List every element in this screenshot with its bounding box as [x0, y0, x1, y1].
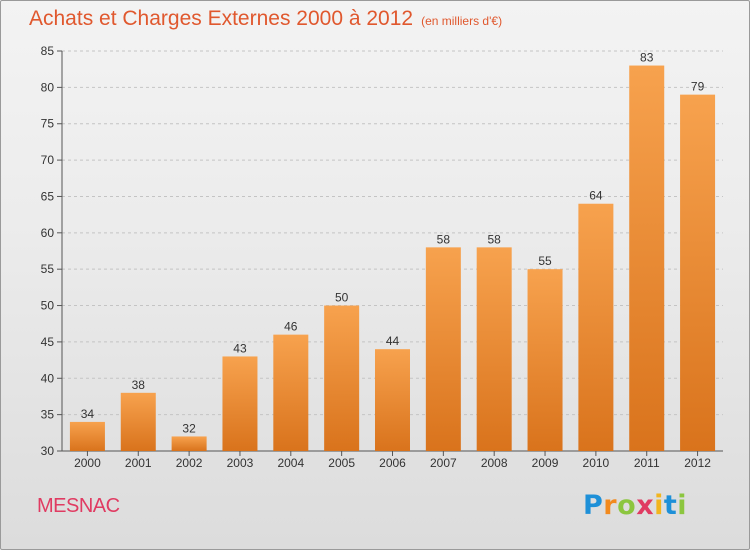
data-label: 58 — [437, 232, 451, 246]
x-tick-label: 2001 — [125, 456, 152, 470]
data-label: 38 — [132, 378, 146, 392]
bar — [273, 334, 309, 451]
x-tick-label: 2009 — [532, 456, 559, 470]
data-label: 50 — [335, 291, 349, 305]
bar — [120, 392, 156, 451]
bar — [69, 421, 105, 451]
y-tick-label: 85 — [41, 44, 55, 58]
x-tick-label: 2000 — [74, 456, 101, 470]
logo-letter: P — [583, 490, 604, 521]
chart-title-text: Achats et Charges Externes 2000 à 2012 — [29, 7, 414, 30]
bar — [578, 203, 614, 451]
y-tick-label: 30 — [41, 444, 55, 458]
bar — [171, 436, 207, 451]
x-tick-label: 2002 — [176, 456, 203, 470]
x-tick-label: 2008 — [481, 456, 508, 470]
logo-letter: x — [636, 490, 655, 521]
data-label: 79 — [691, 80, 705, 94]
y-tick-label: 75 — [41, 117, 55, 131]
data-label: 34 — [81, 407, 95, 421]
commune-name: MESNAC — [37, 495, 120, 517]
data-label: 46 — [284, 320, 298, 334]
x-tick-label: 2005 — [328, 456, 355, 470]
y-tick-label: 65 — [41, 189, 55, 203]
data-label: 32 — [182, 421, 196, 435]
data-label: 64 — [589, 189, 603, 203]
bar — [425, 247, 461, 451]
x-tick-label: 2011 — [634, 456, 660, 470]
chart-subtitle: (en milliers d'€) — [421, 14, 503, 28]
x-tick-label: 2007 — [430, 456, 457, 470]
y-tick-label: 60 — [41, 226, 55, 240]
data-label: 55 — [538, 254, 552, 268]
logo-letter: t — [663, 490, 678, 521]
y-tick-label: 40 — [41, 371, 55, 385]
y-tick-label: 70 — [41, 153, 55, 167]
y-tick-label: 80 — [41, 80, 55, 94]
chart-title: Achats et Charges Externes 2000 à 2012 (e… — [29, 7, 502, 31]
y-tick-label: 55 — [41, 262, 55, 276]
proxiti-logo: Proxiti — [583, 490, 687, 521]
y-tick-label: 45 — [41, 335, 55, 349]
logo-letter: r — [603, 490, 618, 521]
bar — [375, 349, 410, 451]
logo-letter: i — [654, 490, 664, 521]
x-tick-label: 2004 — [277, 456, 304, 470]
bar — [629, 65, 665, 451]
x-tick-label: 2006 — [379, 456, 406, 470]
logo-letter: o — [617, 490, 637, 521]
data-label: 83 — [640, 51, 654, 65]
bar — [324, 305, 360, 451]
logo-letter: i — [677, 490, 688, 521]
data-label: 43 — [233, 341, 247, 355]
bar — [680, 94, 716, 452]
y-tick-label: 50 — [41, 299, 55, 313]
x-tick-label: 2012 — [684, 456, 711, 470]
x-tick-label: 2010 — [583, 456, 610, 470]
y-tick-label: 35 — [41, 408, 55, 422]
bar — [476, 247, 512, 451]
data-label: 58 — [488, 232, 502, 246]
data-label: 44 — [386, 334, 400, 348]
bar — [222, 356, 258, 451]
bar — [527, 269, 563, 451]
x-tick-label: 2003 — [227, 456, 254, 470]
